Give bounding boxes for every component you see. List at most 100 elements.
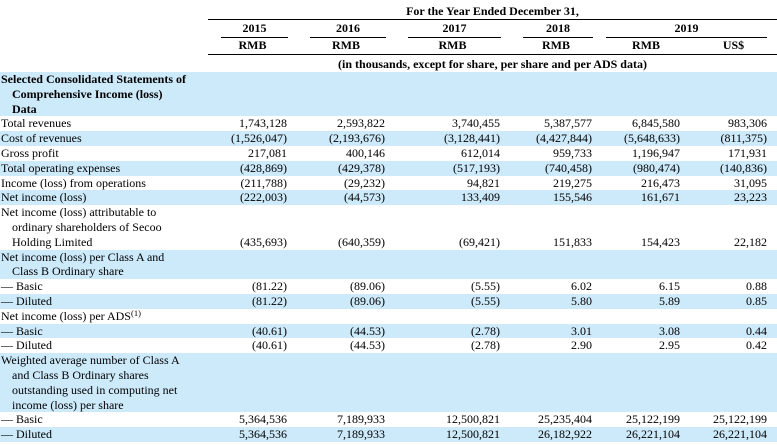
row-label-line: Data [12, 101, 37, 116]
row-label: — Basic [0, 412, 208, 427]
row-label-line: Net income (loss) per ADS(1) [1, 307, 141, 323]
table-row: — Basic (81.22) (89.06) (5.55) 6.02 6.15 0.88 [0, 279, 777, 294]
value-cell [690, 309, 777, 324]
row-label-line: — Diluted [1, 293, 52, 308]
row-label-line: Income (loss) from operations [1, 175, 146, 190]
value-cell [690, 353, 777, 412]
value-cell [395, 353, 510, 412]
row-label-line: Weighted average number of Class A [1, 353, 180, 368]
row-label-line: — Diluted [1, 338, 52, 353]
value-cell: (89.06) [350, 293, 385, 308]
value-cell: (81.22) [252, 293, 287, 308]
year-header-row: 2015 2016 2017 2018 2019 [0, 20, 777, 38]
value-cell: 23,223 [734, 190, 767, 205]
footnote-ref: (1) [130, 307, 141, 318]
value-cell: (44,573) [344, 190, 385, 205]
value-cell: (5.55) [471, 293, 500, 308]
value-cell [510, 72, 602, 116]
value-cell: 1,196,947 [632, 145, 680, 160]
row-label: Gross profit [0, 146, 208, 161]
value-cell: (89.06) [350, 279, 385, 294]
row-label: Total revenues [0, 116, 208, 131]
unit-note-row: (in thousands, except for share, per sha… [0, 55, 777, 73]
currency-header-row: RMB RMB RMB RMB RMB US$ [0, 38, 777, 55]
value-cell [208, 250, 297, 280]
value-cell [395, 309, 510, 324]
value-cell: 0.85 [746, 293, 767, 308]
row-label-line: and Class B Ordinary shares [12, 367, 149, 382]
row-label: — Diluted [0, 294, 208, 309]
value-cell [297, 353, 395, 412]
value-cell: 400,146 [346, 145, 385, 160]
value-cell: 0.88 [746, 279, 767, 294]
row-label: Net income (loss) [0, 190, 208, 205]
row-label: Income (loss) from operations [0, 176, 208, 191]
value-cell: 94,821 [467, 175, 500, 190]
value-cell: 22,182 [734, 234, 767, 249]
value-cell: 3,740,455 [452, 116, 500, 131]
value-cell: 26,221,104 [713, 427, 767, 442]
value-cell: (69,421) [459, 234, 500, 249]
value-cell: 154,423 [641, 234, 680, 249]
value-cell: 25,122,199 [713, 412, 767, 427]
currency-header: RMB [297, 38, 395, 55]
row-label-line: Selected Consolidated Statements of [1, 72, 186, 86]
value-cell: (3,128,441) [444, 131, 500, 146]
row-label: Total operating expenses [0, 161, 208, 176]
value-cell [602, 353, 690, 412]
value-cell: 161,671 [641, 190, 680, 205]
value-cell: 151,833 [553, 234, 592, 249]
value-cell: (740,458) [545, 160, 592, 175]
value-cell: 5.80 [571, 293, 592, 308]
value-cell: 6.02 [571, 279, 592, 294]
value-cell: 25,122,199 [626, 412, 680, 427]
table-row: Total operating expenses (428,869) (429,37… [0, 160, 777, 176]
table-row: Income (loss) from operations (211,788) (2… [0, 176, 777, 191]
value-cell: (222,003) [240, 190, 287, 205]
value-cell: 5.89 [659, 293, 680, 308]
value-cell: 25,235,404 [538, 412, 592, 427]
row-label-line: Holding Limited [12, 234, 93, 249]
value-cell [510, 309, 602, 324]
value-cell: 133,409 [461, 190, 500, 205]
value-cell: (140,836) [720, 160, 767, 175]
value-cell [690, 72, 777, 116]
value-cell: (40.61) [252, 338, 287, 353]
value-cell: 959,733 [553, 145, 592, 160]
value-cell: (2.78) [471, 338, 500, 353]
row-label-line: — Basic [1, 279, 43, 294]
table-row: — Basic 5,364,536 7,189,933 12,500,821 25,23… [0, 412, 777, 427]
value-cell: (2,193,676) [329, 131, 385, 146]
value-cell: 171,931 [728, 145, 767, 160]
year-header-2016: 2016 [297, 20, 395, 38]
value-cell [602, 72, 690, 116]
currency-header: US$ [690, 38, 777, 55]
value-cell: (1,526,047) [231, 131, 287, 146]
value-cell: (517,193) [453, 160, 500, 175]
value-cell [297, 250, 395, 280]
table-row: Gross profit 217,081 400,146 612,014 959,733… [0, 146, 777, 161]
row-label-line: income (loss) per share [12, 397, 124, 412]
row-label-line: Class B Ordinary share [12, 264, 124, 279]
value-cell: 7,189,933 [337, 427, 385, 442]
value-cell: 1,743,128 [239, 116, 287, 131]
value-cell: 6.15 [659, 279, 680, 294]
value-cell: 3.08 [659, 323, 680, 338]
row-label-line: Gross profit [1, 145, 59, 160]
value-cell: 3.01 [571, 323, 592, 338]
value-cell: 6,845,580 [632, 116, 680, 131]
value-cell [208, 353, 297, 412]
header-spacer [0, 55, 208, 73]
currency-header: RMB [208, 38, 297, 55]
value-cell: 5,387,577 [544, 116, 592, 131]
table-row: Net income (loss) attributable to ordinar… [0, 205, 777, 249]
row-label-line: Total revenues [1, 116, 72, 131]
value-cell [297, 72, 395, 116]
value-cell: 31,095 [734, 175, 767, 190]
table-row: — Diluted (81.22) (89.06) (5.55) 5.80 5.89 0.8… [0, 293, 777, 309]
value-cell [510, 250, 602, 280]
value-cell: 5,364,536 [239, 427, 287, 442]
